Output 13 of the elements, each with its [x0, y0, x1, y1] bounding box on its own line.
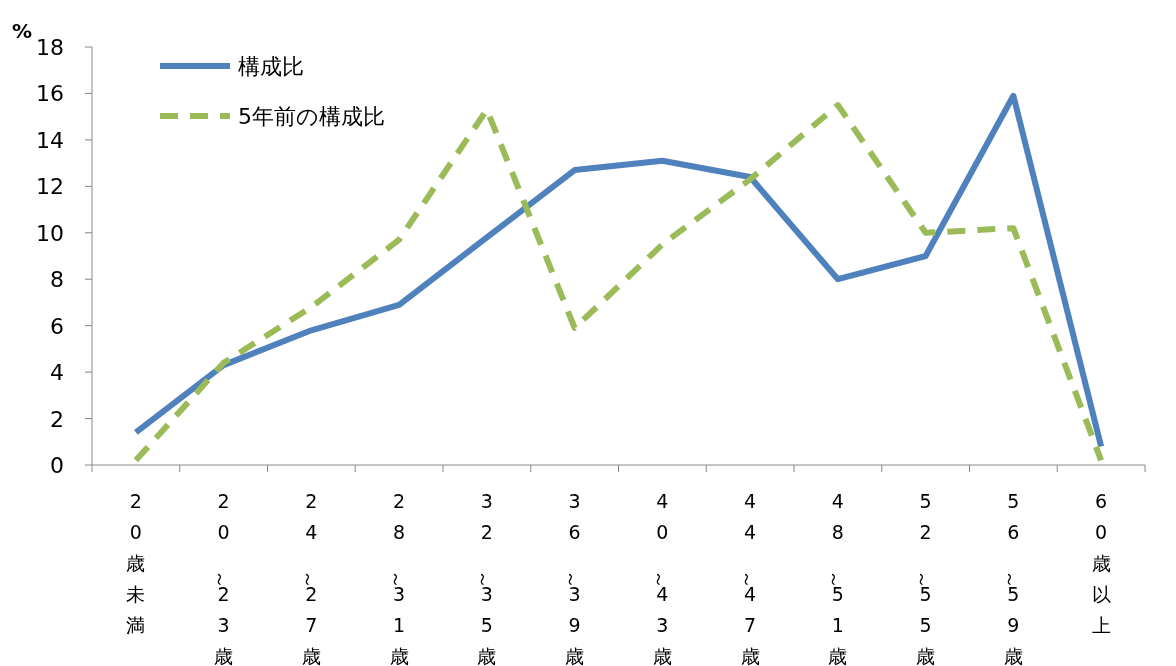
legend-label: 構成比	[238, 54, 304, 79]
y-tick-label: 14	[36, 127, 64, 153]
y-axis-title: %	[11, 19, 33, 43]
y-tick-label: 4	[50, 360, 64, 386]
y-tick-label: 12	[36, 174, 64, 200]
y-tick-label: 6	[50, 313, 64, 339]
y-tick-label: 18	[36, 35, 64, 60]
y-tick-label: 0	[50, 453, 64, 478]
y-tick-label: 2	[50, 406, 64, 432]
y-tick-label: 8	[50, 267, 64, 293]
legend-label: 5年前の構成比	[238, 104, 385, 129]
y-tick-label: 16	[36, 81, 64, 107]
y-tick-label: 10	[36, 220, 64, 246]
